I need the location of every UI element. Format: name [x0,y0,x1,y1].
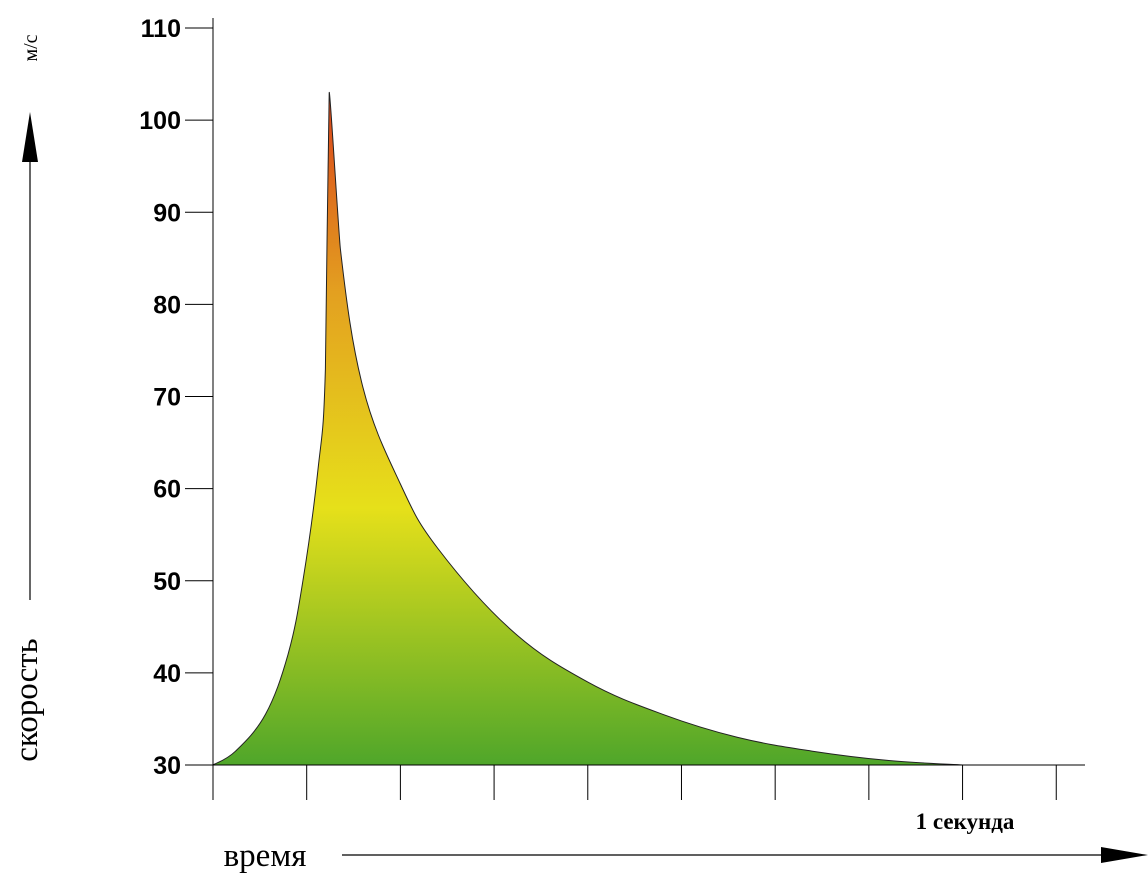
y-direction-arrowhead [22,112,38,162]
y-tick-label: 100 [139,107,181,135]
y-tick-label: 70 [153,384,181,412]
speed-area [213,92,963,765]
y-tick-label: 40 [153,660,181,688]
y-tick-label: 30 [153,752,181,780]
y-tick-label: 60 [153,476,181,504]
y-tick-label: 110 [141,15,181,43]
y-tick-label: 50 [153,568,181,596]
x-axis-title: время [224,838,307,874]
chart-marks [212,91,963,766]
y-axis-title: скорость [9,638,45,761]
x-axis [212,764,1085,800]
x-annotation: 1 секунда [916,809,1015,834]
y-tick-label: 90 [153,199,181,227]
speed-curve [212,91,963,766]
x-direction-arrowhead [1101,847,1148,863]
y-tick-label: 80 [153,291,181,319]
y-axis: 30 40 50 60 70 80 90 100 110 [139,15,214,792]
y-unit-label: м/с [20,34,42,61]
